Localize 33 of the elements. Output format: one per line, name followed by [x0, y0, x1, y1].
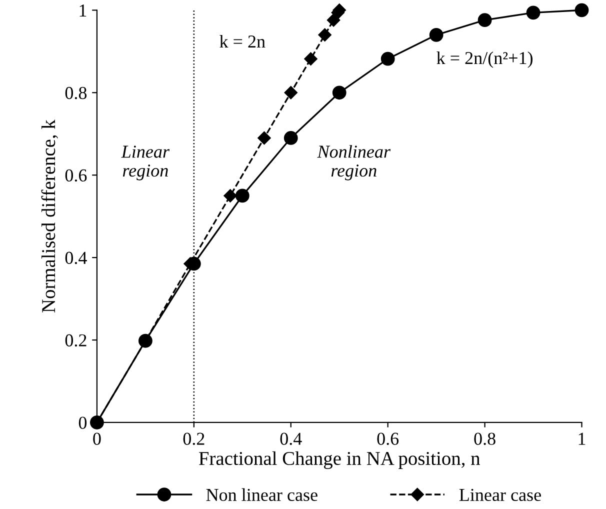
point	[224, 189, 237, 202]
y-tick-label: 0	[78, 416, 87, 429]
point	[429, 28, 444, 42]
x-tick-label: 0.2	[183, 432, 204, 445]
y-tick-label: 1	[80, 4, 86, 16]
x-axis-title: Fractional Change in NA position, n	[198, 451, 480, 470]
point	[332, 86, 346, 100]
x-tick-label: 0.8	[474, 432, 496, 445]
legend-label: Linear case	[459, 488, 541, 502]
point	[304, 52, 318, 66]
point	[574, 3, 589, 18]
x-tick-label: 0.4	[280, 432, 302, 445]
x-tick-label: 1	[578, 432, 586, 445]
point	[526, 6, 540, 20]
annotation: Linear region	[121, 146, 170, 180]
point	[284, 131, 298, 145]
x-tick-label: 0	[93, 432, 101, 445]
y-tick-label: 0.6	[65, 169, 87, 182]
x-tick-label: 0.6	[377, 432, 399, 445]
point	[258, 131, 271, 145]
y-axis-title: Normalised difference, k	[41, 120, 58, 313]
point	[284, 86, 298, 100]
annotation: k = 2n/(n²+1)	[436, 51, 532, 68]
y-tick-label: 0.8	[65, 86, 87, 100]
point	[318, 28, 332, 42]
annotation: k = 2n	[220, 34, 266, 48]
point	[478, 13, 492, 28]
annotation: Nonlinear region	[317, 145, 391, 180]
y-tick-label: 0.4	[65, 252, 87, 264]
point	[235, 188, 250, 203]
y-tick-label: 0.2	[65, 334, 86, 347]
point	[380, 52, 395, 66]
legend-label: Non linear case	[206, 488, 318, 502]
